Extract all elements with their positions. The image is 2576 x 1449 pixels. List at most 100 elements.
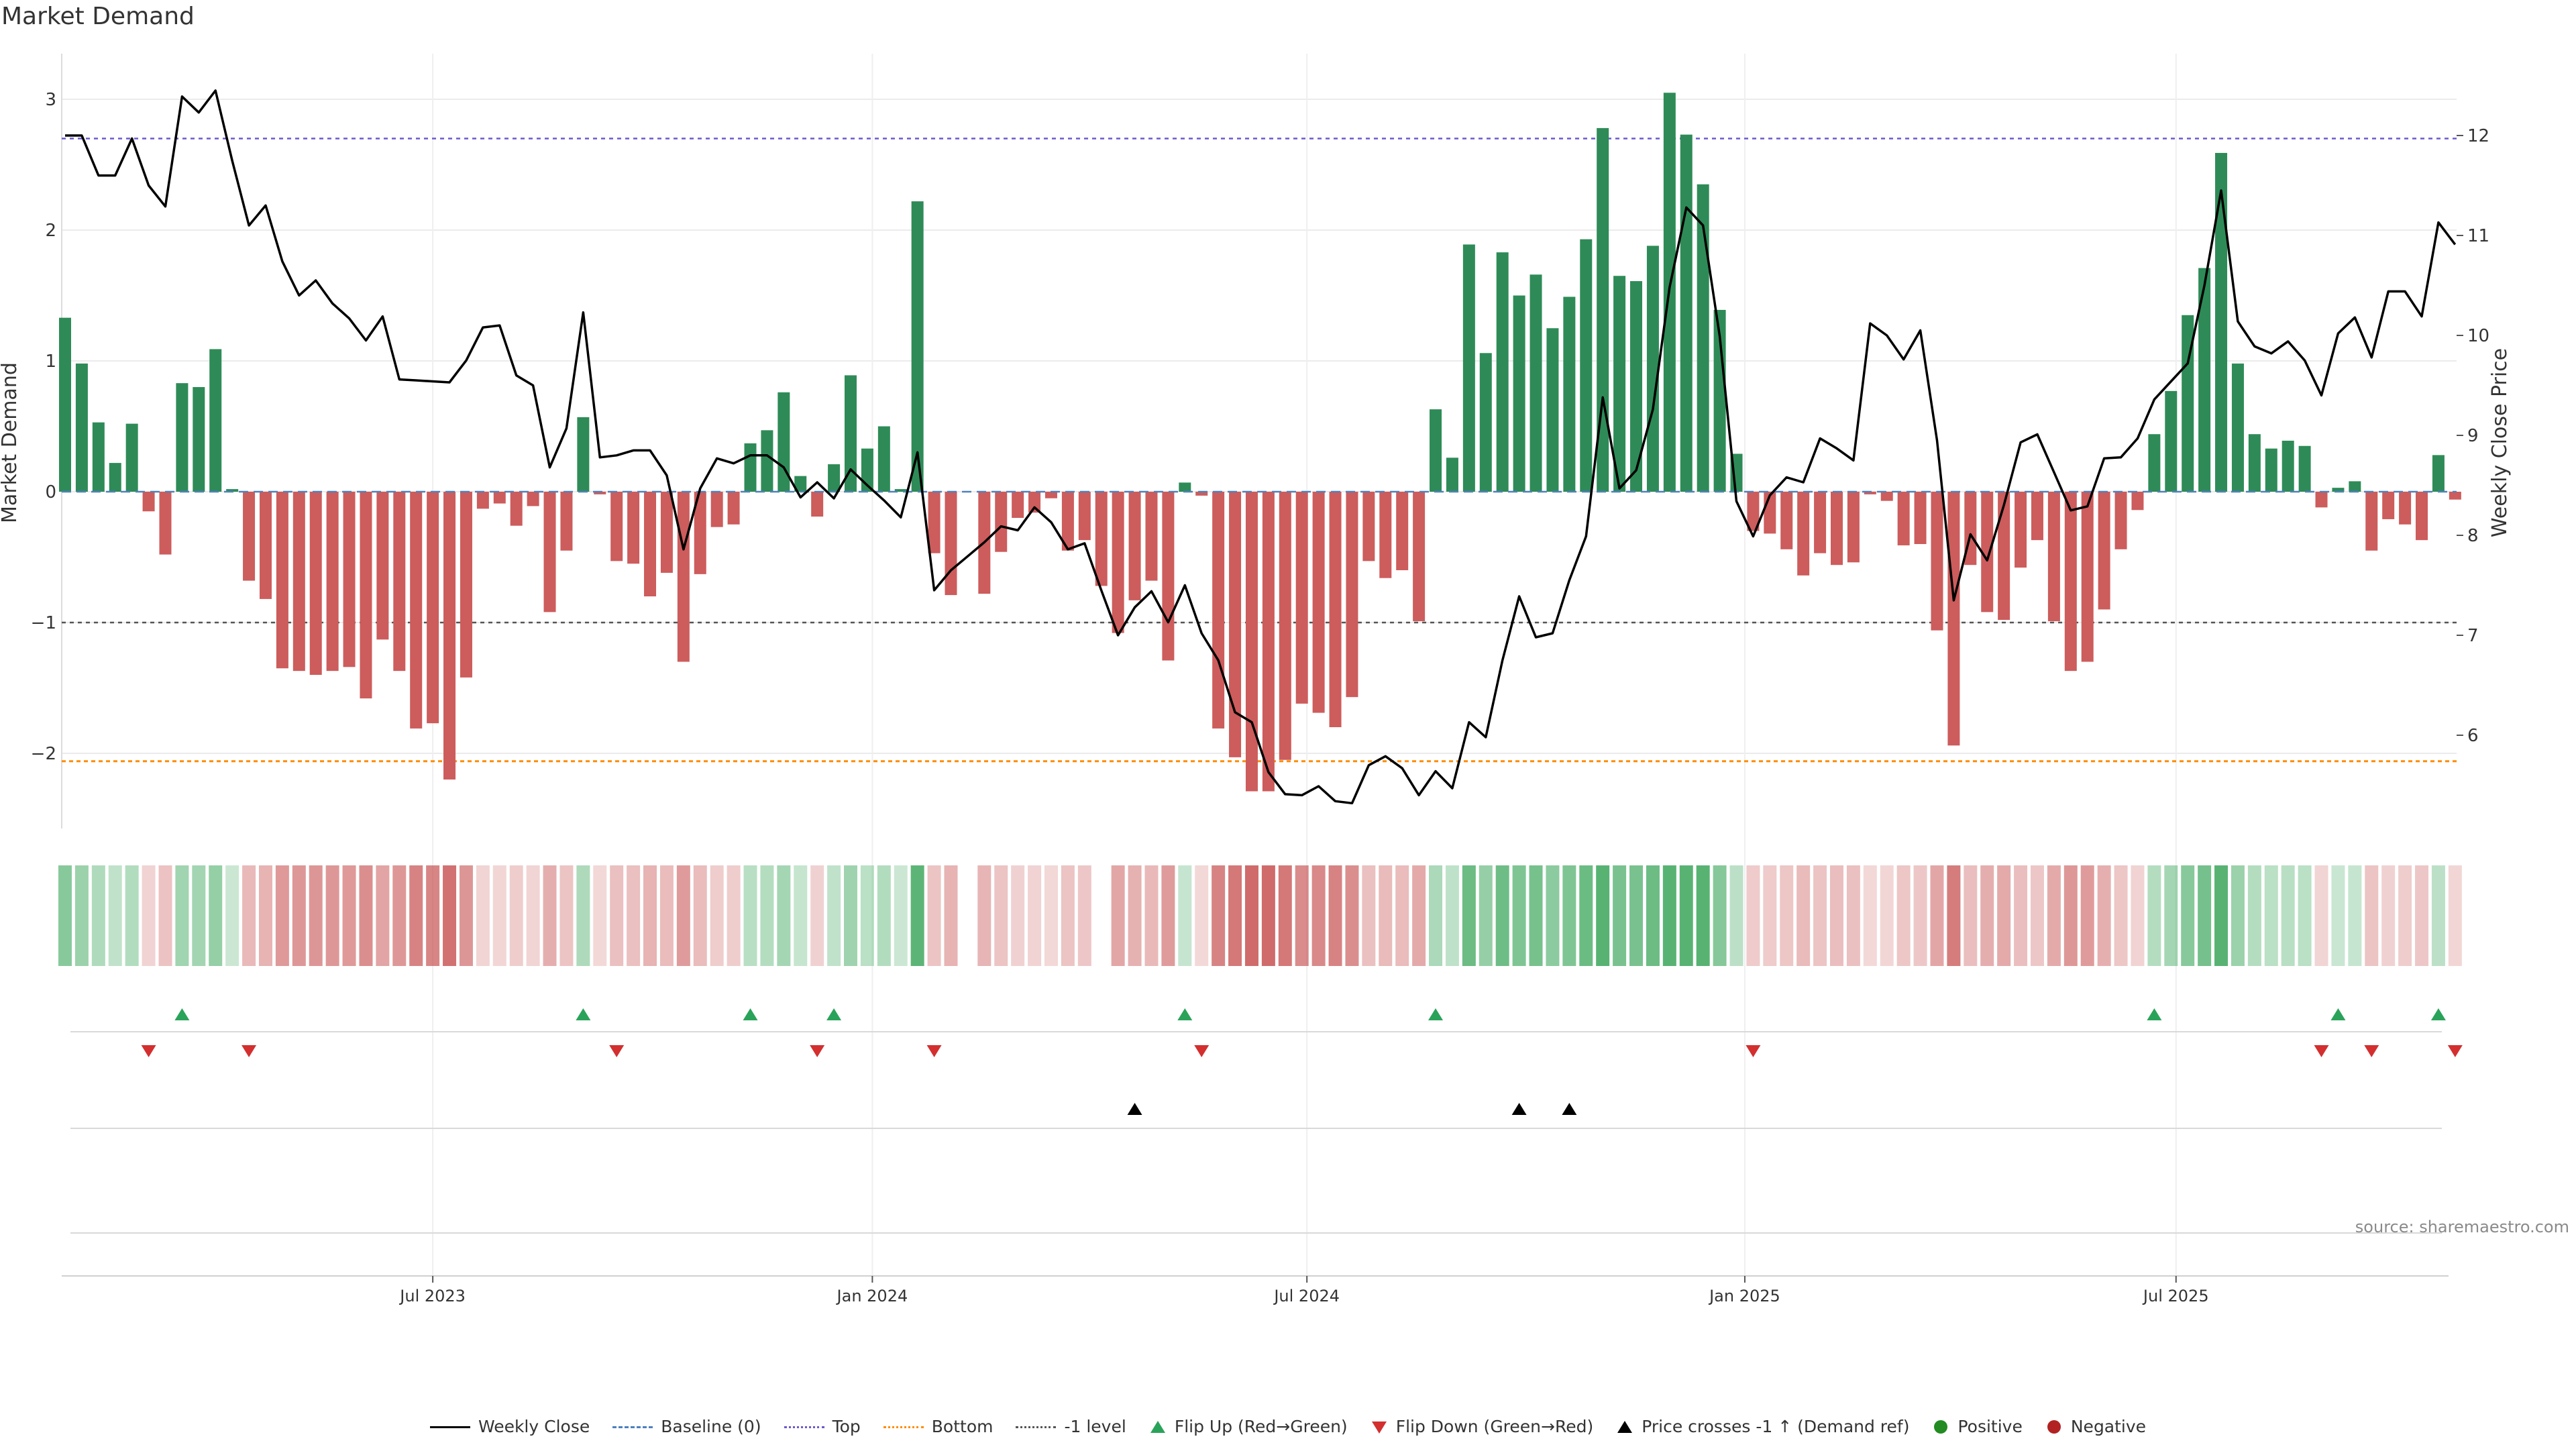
legend-symbol xyxy=(1149,1418,1167,1436)
y-axis-label: Market Demand xyxy=(0,362,21,523)
demand-bar-negative xyxy=(1212,492,1225,729)
legend-label: -1 level xyxy=(1064,1417,1126,1436)
heat-strip-cell xyxy=(2381,865,2396,966)
heat-strip-cell xyxy=(1028,865,1042,966)
demand-bar-negative xyxy=(1329,492,1342,727)
legend-label: Top xyxy=(832,1417,861,1436)
demand-bar-positive xyxy=(828,464,841,492)
heat-strip-cell xyxy=(543,865,557,966)
heat-strip-cell xyxy=(376,865,390,966)
demand-bar-positive xyxy=(2332,488,2345,492)
legend-item: Baseline (0) xyxy=(612,1417,761,1436)
heat-strip-cell xyxy=(2298,865,2312,966)
demand-bar-negative xyxy=(1814,492,1827,553)
heat-strip-cell xyxy=(1295,865,1309,966)
demand-bar-negative xyxy=(1128,492,1141,600)
heat-strip-cell xyxy=(1077,865,1091,966)
demand-bar-negative xyxy=(1847,492,1860,563)
demand-bar-positive xyxy=(1680,134,1693,492)
heat-strip-cell xyxy=(727,865,741,966)
flip-down-marker xyxy=(810,1045,825,1057)
heat-strip-cell xyxy=(1362,865,1376,966)
demand-bar-negative xyxy=(1229,492,1242,757)
demand-bar-positive xyxy=(845,375,857,492)
heat-strip-cell xyxy=(760,865,774,966)
legend-label: Bottom xyxy=(931,1417,994,1436)
demand-bar-positive xyxy=(1496,252,1509,492)
heat-strip-cell xyxy=(1161,865,1175,966)
heat-strip-cell xyxy=(1379,865,1393,966)
heat-strip-cell xyxy=(2097,865,2111,966)
demand-bar-negative xyxy=(1931,492,1943,631)
price-cross-marker xyxy=(1127,1103,1142,1115)
heat-strip-cell xyxy=(1512,865,1526,966)
source-note: source: sharemaestro.com xyxy=(2355,1218,2569,1236)
demand-bar-negative xyxy=(1162,492,1175,661)
heat-strip-cell xyxy=(2181,865,2195,966)
heat-strip-cell xyxy=(1128,865,1142,966)
demand-bar-positive xyxy=(761,430,773,492)
legend-item: -1 level xyxy=(1016,1417,1126,1436)
demand-bar-negative xyxy=(727,492,740,525)
demand-bar-negative xyxy=(660,492,673,573)
y2-tick-label: 11 xyxy=(2467,226,2489,246)
demand-bar-negative xyxy=(1346,492,1358,698)
flip-up-marker xyxy=(1428,1008,1444,1020)
demand-bar-negative xyxy=(443,492,456,780)
demand-bar-negative xyxy=(2047,492,2060,622)
x-tick-label: Jul 2024 xyxy=(1273,1287,1340,1305)
heat-strip-cell xyxy=(2264,865,2278,966)
demand-bar-positive xyxy=(1697,184,1709,492)
flip-down-marker xyxy=(2314,1045,2329,1057)
demand-bar-negative xyxy=(243,492,256,581)
demand-bar-positive xyxy=(1430,409,1442,492)
heat-strip-cell xyxy=(1930,865,1944,966)
y-tick-label: 0 xyxy=(45,482,56,502)
demand-bar-positive xyxy=(1630,281,1643,492)
heat-strip-cell xyxy=(1111,865,1125,966)
heat-strip-cell xyxy=(777,865,791,966)
heat-strip-cell xyxy=(1445,865,1459,966)
heat-strip-cell xyxy=(794,865,808,966)
heat-strip-cell xyxy=(2398,865,2412,966)
demand-bar-negative xyxy=(410,492,423,729)
demand-bar-negative xyxy=(309,492,322,675)
heat-strip-cell xyxy=(1880,865,1894,966)
heat-strip-cell xyxy=(1696,865,1710,966)
demand-bar-negative xyxy=(811,492,824,517)
heat-strip-cell xyxy=(1746,865,1760,966)
heat-strip-cell xyxy=(192,865,206,966)
demand-bar-negative xyxy=(2399,492,2412,525)
flip-up-marker xyxy=(743,1008,758,1020)
y2-tick-label: 10 xyxy=(2467,326,2489,346)
flip-down-marker xyxy=(2447,1045,2463,1057)
demand-bar-negative xyxy=(1413,492,1426,622)
demand-bar-negative xyxy=(1061,492,1074,551)
legend-label: Flip Up (Red→Green) xyxy=(1174,1417,1348,1436)
heat-strip-cell xyxy=(1813,865,1827,966)
demand-bar-positive xyxy=(911,201,924,492)
heat-strip-cell xyxy=(894,865,908,966)
heat-strip-cell xyxy=(526,865,540,966)
demand-bar-positive xyxy=(193,387,205,492)
demand-bar-positive xyxy=(2198,268,2211,492)
demand-bar-negative xyxy=(1947,492,1960,746)
heat-strip-cell xyxy=(1964,865,1978,966)
heat-strip-cell xyxy=(1596,865,1610,966)
x-tick-label: Jul 2025 xyxy=(2142,1287,2209,1305)
heat-strip-cell xyxy=(443,865,457,966)
demand-bar-negative xyxy=(493,492,506,504)
price-cross-marker xyxy=(1562,1103,1577,1115)
heat-strip-cell xyxy=(2014,865,2028,966)
heat-strip-cell xyxy=(1997,865,2011,966)
flip-down-marker xyxy=(926,1045,942,1057)
price-cross-marker xyxy=(1511,1103,1527,1115)
heat-strip-cell xyxy=(1278,865,1292,966)
heat-strip-cell xyxy=(1713,865,1727,966)
demand-bar-negative xyxy=(259,492,272,599)
heat-strip-cell xyxy=(877,865,891,966)
heat-strip-cell xyxy=(977,865,991,966)
heat-strip-cell xyxy=(2247,865,2261,966)
demand-bar-negative xyxy=(1797,492,1810,576)
demand-bar-negative xyxy=(945,492,957,596)
